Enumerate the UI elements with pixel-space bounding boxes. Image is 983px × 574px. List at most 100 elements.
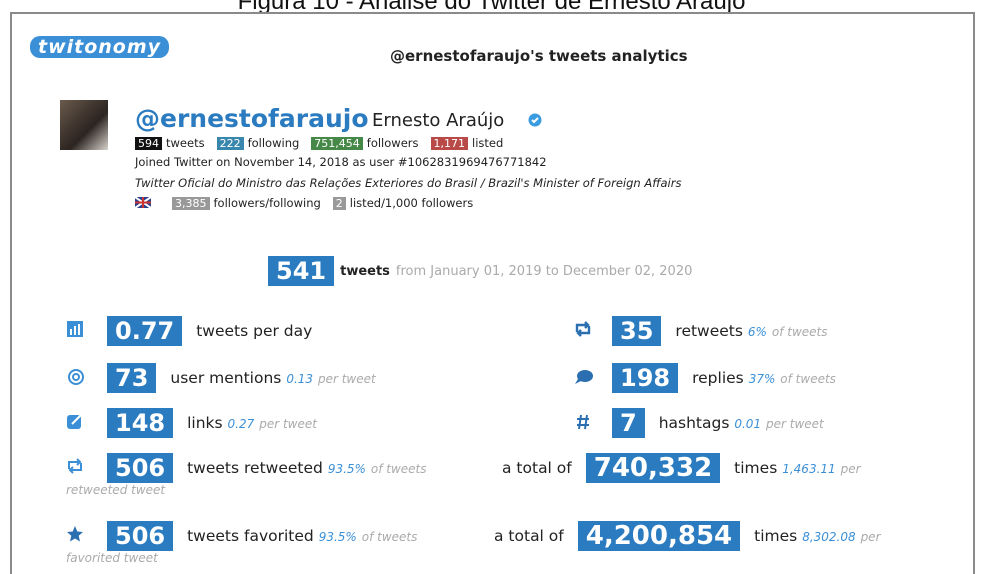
stat-total: a total of 740,332 times 1,463.11 per <box>502 453 861 483</box>
frame <box>10 12 975 574</box>
stat-note: per <box>860 530 881 544</box>
stat-text: tweets favorited 93.5% of tweets <box>187 527 417 545</box>
stat-total: a total of 4,200,854 times 8,302.08 per <box>494 521 881 551</box>
stat-highlight: 0.01 <box>734 417 762 431</box>
stat-total-badge: 740,332 <box>585 453 721 483</box>
counts-row: 594 tweets 222 following 751,454 followers 1,1… <box>135 136 511 150</box>
stat-label: tweets retweeted <box>187 459 323 477</box>
bio: Twitter Oficial do Ministro das Relações… <box>135 176 682 190</box>
stat-highlight: 37% <box>748 372 776 386</box>
stat-note: per tweet <box>766 417 824 431</box>
stat-label: hashtags <box>658 414 730 432</box>
count-label: tweets <box>166 136 205 150</box>
caption: Figura 10 - Análise do Twitter de Ernest… <box>237 0 746 15</box>
stat-times: times <box>734 459 778 477</box>
stat-badge: 198 <box>612 363 679 393</box>
ratio-label: followers/following <box>213 196 321 210</box>
stat-text: tweets retweeted 93.5% of tweets <box>187 459 426 477</box>
stat: 0.77 tweets per day <box>107 316 312 346</box>
stat-text: links 0.27 per tweet <box>187 414 317 432</box>
stat-note: of tweets <box>780 372 836 386</box>
stat: 7 hashtags 0.01 per tweet <box>612 408 824 438</box>
stat-note: of tweets <box>771 325 828 339</box>
stat-badge: 506 <box>107 521 174 551</box>
stat-text: retweets 6% of tweets <box>675 322 827 340</box>
summary-range: from January 01, 2019 to December 02, 20… <box>395 263 693 279</box>
stat-mid: a total of <box>494 527 564 545</box>
stat-text: times 1,463.11 per <box>734 459 860 477</box>
stat-highlight: 0.13 <box>286 372 314 386</box>
stat: 73 user mentions 0.13 per tweet <box>107 363 376 393</box>
stat-times: times <box>754 527 798 545</box>
stat-highlight: 0.27 <box>227 417 255 431</box>
count-label: followers <box>366 136 419 150</box>
avatar <box>60 100 108 150</box>
flag-icon <box>135 197 151 208</box>
star-icon <box>67 526 83 542</box>
reply-icon <box>575 370 593 384</box>
count-label: listed <box>472 136 504 150</box>
retweet-icon <box>575 321 591 337</box>
stat-badge: 73 <box>107 363 157 393</box>
count-badge: 594 <box>135 136 162 150</box>
stat-highlight: 6% <box>747 325 767 339</box>
count-badge: 222 <box>216 136 244 150</box>
stat-text: replies 37% of tweets <box>692 369 836 387</box>
joined: Joined Twitter on November 14, 2018 as u… <box>135 155 547 169</box>
stat: 198 replies 37% of tweets <box>612 363 836 393</box>
handle[interactable]: @ernestofaraujo <box>135 104 369 133</box>
stat-wrap: favorited tweet <box>66 551 158 565</box>
ratio-badge: 3,385 <box>172 196 210 210</box>
stat-label: retweets <box>675 322 743 340</box>
stat-label: replies <box>692 369 744 387</box>
stat-mid: a total of <box>502 459 572 477</box>
stat-highlight: 93.5% <box>318 530 357 544</box>
stat-badge: 148 <box>107 408 174 438</box>
stat-badge: 0.77 <box>107 316 183 346</box>
stat-text: user mentions 0.13 per tweet <box>170 369 375 387</box>
stat-badge: 35 <box>612 316 662 346</box>
stat-highlight: 93.5% <box>327 462 366 476</box>
stat-text: hashtags 0.01 per tweet <box>659 414 824 432</box>
hashtag-icon <box>577 414 589 430</box>
summary-label: tweets <box>340 263 390 279</box>
stat-total-badge: 4,200,854 <box>577 521 741 551</box>
stat-note: per <box>840 462 861 476</box>
link-icon <box>67 413 83 429</box>
stat-note: of tweets <box>361 530 418 544</box>
mention-icon <box>68 369 84 385</box>
ratios-row: 3,385 followers/following 2 listed/1,000 fo… <box>172 196 481 210</box>
stat-text: times 8,302.08 per <box>754 527 880 545</box>
summary-badge: 541 <box>268 256 335 286</box>
stat-badge: 7 <box>612 408 645 438</box>
stat-note: per tweet <box>259 417 317 431</box>
stat-label: user mentions <box>170 369 282 387</box>
count-label: following <box>247 136 300 150</box>
retweet-icon <box>68 458 82 474</box>
stat-highlight: 1,463.11 <box>782 462 836 476</box>
stat: 506 tweets favorited 93.5% of tweets <box>107 521 417 551</box>
ratio-badge: 2 <box>332 196 346 210</box>
stat: 148 links 0.27 per tweet <box>107 408 317 438</box>
stat-text: tweets per day <box>196 322 312 340</box>
stat-label: tweets per day <box>196 322 313 340</box>
verified-icon <box>528 113 542 127</box>
stat-note: per tweet <box>317 372 376 386</box>
stat-badge: 506 <box>107 453 174 483</box>
logo[interactable]: twitonomy <box>30 36 170 58</box>
summary: 541 tweets from January 01, 2019 to Decemb… <box>268 256 692 286</box>
count-badge: 1,171 <box>430 136 468 150</box>
stat-highlight: 8,302.08 <box>802 530 856 544</box>
page-title: @ernestofaraujo's tweets analytics <box>390 47 688 65</box>
stat-note: of tweets <box>370 462 427 476</box>
display-name: Ernesto Araújo <box>372 110 505 131</box>
count-badge: 751,454 <box>311 136 363 150</box>
stat-label: links <box>187 414 223 432</box>
ratio-label: listed/1,000 followers <box>349 196 474 210</box>
stat-wrap: retweeted tweet <box>66 483 166 497</box>
stat: 506 tweets retweeted 93.5% of tweets <box>107 453 427 483</box>
chart-icon <box>67 321 83 337</box>
stat-label: tweets favorited <box>187 527 314 545</box>
stat: 35 retweets 6% of tweets <box>612 316 828 346</box>
